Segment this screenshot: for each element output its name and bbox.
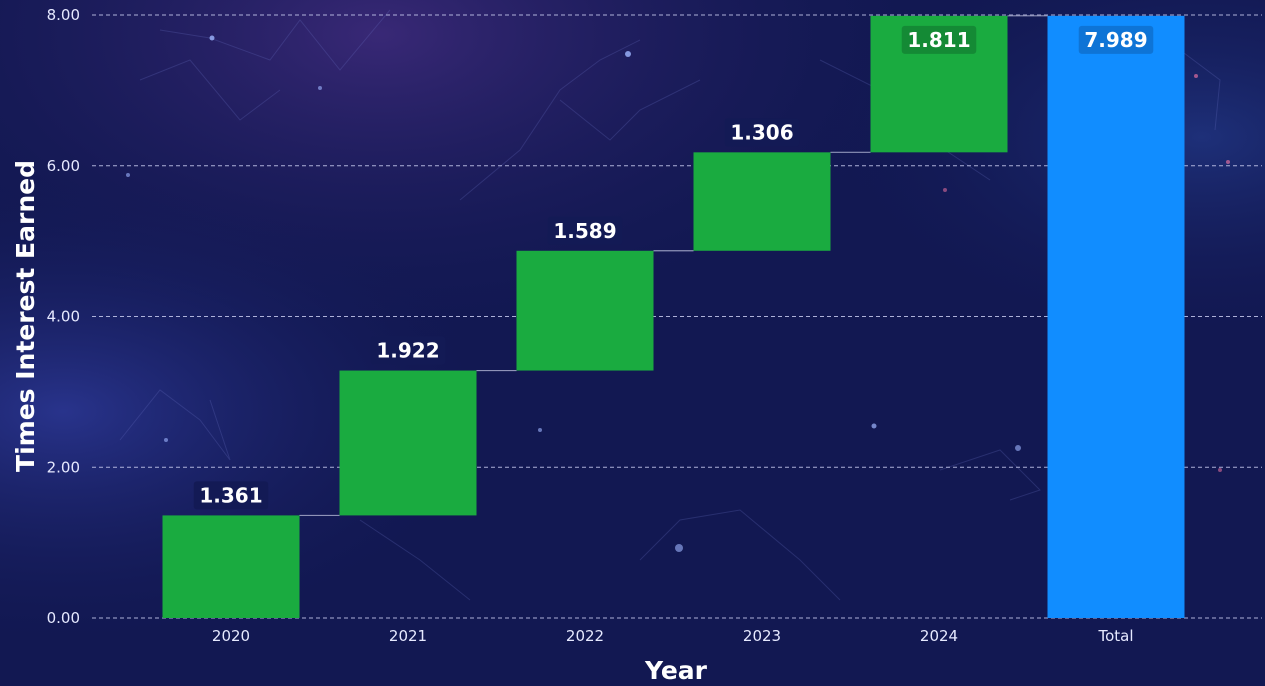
connector-lines [299,15,1048,517]
y-axis-ticks: 0.00 2.00 4.00 6.00 8.00 [47,6,80,627]
data-label-2024-bg [901,25,977,54]
data-label-2020: 1.361 [193,481,269,510]
data-label-2023-text: 1.306 [730,120,793,144]
data-label-2021-text: 1.922 [376,339,439,363]
x-tick-label-2020: 2020 [212,627,250,645]
y-tick-label-3: 6.00 [47,157,80,175]
data-label-total-text: 7.989 [1084,28,1147,52]
y-axis-title: Times Interest Earned [11,160,40,472]
bar-2021 [339,370,477,516]
x-tick-label-2021: 2021 [389,627,427,645]
data-label-total-bg [1078,25,1154,54]
data-label-2022-text: 1.589 [553,219,616,243]
x-tick-label-2023: 2023 [743,627,781,645]
data-label-2021: 1.922 [370,336,446,365]
bar-2022 [516,250,654,371]
bar-2023 [693,152,831,251]
data-label-total: 7.989 [1078,25,1154,54]
x-axis-ticks: 2020 2021 2022 2023 2024 Total [212,627,1134,645]
y-tick-label-4: 8.00 [47,6,80,24]
data-label-2020-bg [193,481,269,510]
data-label-2024-text: 1.811 [907,28,970,52]
x-axis-title: Year [644,656,708,685]
bar-2020 [162,515,300,618]
y-tick-label-0: 0.00 [47,609,80,627]
x-tick-label-2022: 2022 [566,627,604,645]
data-labels: 1.361 1.922 1.589 1.306 1.811 7.989 [193,25,1154,510]
bar-total [1047,15,1185,619]
data-label-2021-bg [370,336,446,365]
x-tick-label-2024: 2024 [920,627,958,645]
x-tick-label-total: Total [1097,627,1133,645]
data-label-2020-text: 1.361 [199,483,262,507]
data-label-2023: 1.306 [724,118,800,147]
data-label-2024: 1.811 [901,25,977,54]
bars [162,15,1185,619]
data-label-2022: 1.589 [547,216,623,245]
y-tick-label-1: 2.00 [47,458,80,476]
background-stars [126,35,1230,552]
y-tick-label-2: 4.00 [47,308,80,326]
data-label-2023-bg [724,118,800,147]
data-label-2022-bg [547,216,623,245]
